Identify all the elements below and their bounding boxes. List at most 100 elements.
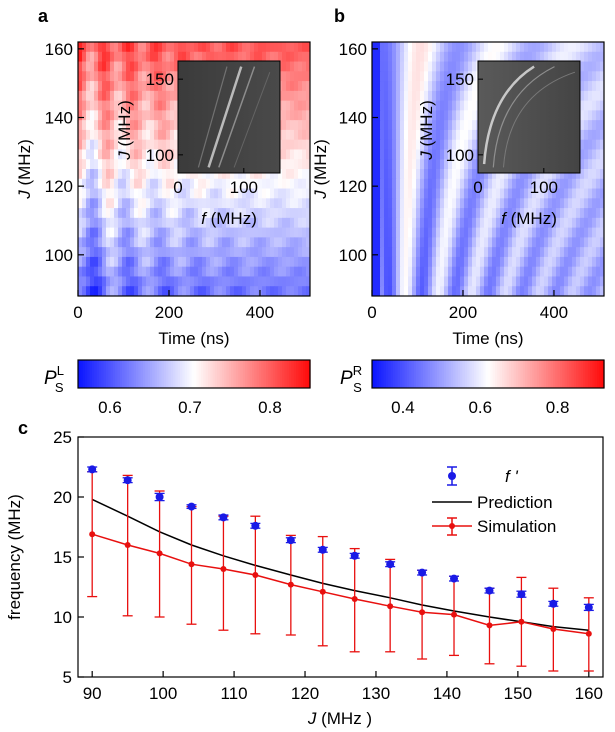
heatmap-cell [186,237,191,248]
heatmap-cell [110,188,115,199]
heatmap-cell [258,276,263,287]
heatmap-cell [254,198,259,209]
heatmap-cell [118,208,123,219]
heatmap-cell [146,286,151,296]
heatmap-cell [372,286,377,296]
heatmap-cell [266,227,271,238]
heatmap-cell [424,266,429,278]
heatmap-cell [262,208,267,219]
heatmap-cell [134,51,139,63]
heatmap-cell [400,120,405,131]
heatmap-cell [428,120,433,131]
heatmap-cell [572,276,577,287]
heatmap-cell [298,159,303,170]
colorbar-segment [300,360,304,388]
heatmap-cell [78,237,83,248]
heatmap-cell [496,237,501,248]
heatmap-cell [476,208,481,219]
heatmap-cell [508,217,513,229]
heatmap-cell [456,276,461,287]
heatmap-cell [376,256,381,268]
heatmap-cell [596,149,601,160]
heatmap-cell [86,286,91,296]
heatmap-cell [150,178,155,190]
heatmap-cell [142,120,147,131]
heatmap-cell [400,159,405,170]
heatmap-cell [432,129,437,141]
heatmap-cell [600,81,604,92]
heatmap-cell [380,276,385,287]
heatmap-cell [166,237,171,248]
heatmap-cell [238,178,243,190]
heatmap-cell [294,266,299,278]
heatmap-cell [142,90,147,102]
y-tick-label: 100 [339,246,367,265]
heatmap-cell [376,237,381,248]
heatmap-cell [302,61,307,72]
heatmap-cell [190,286,195,296]
heatmap-cell [588,247,593,258]
heatmap-cell [508,169,513,180]
heatmap-cell [118,188,123,199]
heatmap-cell [596,256,601,268]
heatmap-cell [500,276,505,287]
heatmap-cell [452,129,457,141]
heatmap-cell [122,71,127,82]
heatmap-cell [540,198,545,209]
heatmap-cell [576,247,581,258]
colorbar-segment [413,360,417,388]
colorbar-segment [240,360,244,388]
heatmap-cell [166,227,171,238]
heatmap-cell [592,237,597,248]
heatmap-cell [146,120,151,131]
heatmap-cell [400,266,405,278]
heatmap-cell [472,81,477,92]
colorbar-segment [200,360,204,388]
heatmap-cell [114,237,119,248]
heatmap-cell [372,169,377,180]
heatmap-cell [94,237,99,248]
heatmap-cell [444,247,449,258]
heatmap-cell [440,217,445,229]
heatmap-cell [254,286,259,296]
heatmap-cell [218,256,223,268]
heatmap-cell [412,286,417,296]
heatmap-cell [290,256,295,268]
heatmap-cell [262,198,267,209]
heatmap-cell [182,217,187,229]
colorbar-segment [434,360,438,388]
heatmap-cell [294,237,299,248]
heatmap-cell [166,110,171,121]
heatmap-cell [388,159,393,170]
heatmap-cell [556,198,561,209]
colorbar-tick-label: 0.8 [546,398,570,417]
heatmap-cell [404,266,409,278]
heatmap-cell [242,286,247,296]
heatmap-cell [218,208,223,219]
heatmap-cell [122,247,127,258]
heatmap-cell [480,256,485,268]
heatmap-cell [126,120,131,131]
colorbar-segment [499,360,503,388]
heatmap-cell [564,178,569,190]
heatmap-cell [444,286,449,296]
heatmap-cell [596,188,601,199]
heatmap-cell [178,217,183,229]
heatmap-cell [372,188,377,199]
colorbar-segment [546,360,549,388]
heatmap-cell [230,217,235,229]
heatmap-cell [460,139,465,151]
heatmap-cell [404,227,409,238]
heatmap-cell [528,227,533,238]
colorbar-segment [494,360,498,388]
colorbar-segment [488,360,491,388]
heatmap-cell [290,227,295,238]
colorbar-segment [532,360,535,388]
heatmap-cell [230,227,235,238]
heatmap-cell [440,276,445,287]
heatmap-cell [286,120,291,131]
colorbar-segment [261,360,265,388]
heatmap-cell [464,188,469,199]
heatmap-cell [294,129,299,141]
